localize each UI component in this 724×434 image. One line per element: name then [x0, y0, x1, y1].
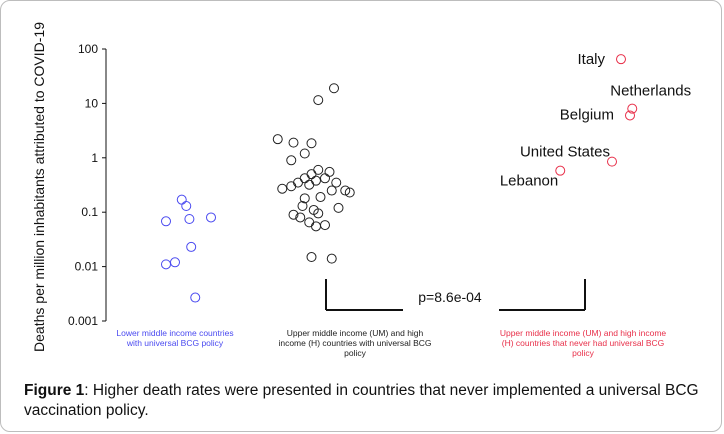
- data-point: [625, 110, 635, 121]
- data-point: [340, 185, 351, 196]
- data-point: [286, 181, 297, 192]
- data-point: [206, 212, 216, 223]
- y-tick-label: 10: [85, 96, 99, 110]
- data-point: [286, 155, 297, 166]
- data-point: [313, 208, 324, 219]
- point-labels: Italy Netherlands Belgium United States Leba…: [500, 51, 691, 189]
- data-point: [311, 175, 321, 186]
- y-tick-label: 0.01: [75, 260, 99, 274]
- data-point: [315, 192, 326, 203]
- group-labels: Lower middle income countries with univer…: [116, 328, 666, 358]
- significance-bracket: p=8.6e-04: [325, 279, 586, 311]
- data-point: [306, 169, 317, 180]
- data-point: [306, 138, 317, 149]
- data-point: [616, 54, 626, 65]
- y-tick-label: 100: [78, 42, 98, 56]
- group-label-line: policy: [344, 348, 366, 358]
- data-point: [320, 173, 330, 184]
- y-axis-label: Deaths per million inhabitants attribute…: [31, 22, 47, 352]
- data-point: [607, 156, 617, 167]
- y-axis: 100 10 1 0.1 0.01 0.001: [68, 42, 107, 328]
- data-point: [299, 148, 310, 159]
- data-point: [293, 177, 303, 188]
- data-point: [277, 183, 288, 194]
- data-point: [161, 216, 171, 227]
- data-point: [331, 177, 342, 188]
- group-label-line: policy: [572, 348, 594, 358]
- group-label-line: income (H) countries with universal BCG: [278, 338, 431, 348]
- data-point: [326, 253, 337, 264]
- data-point: [190, 292, 201, 303]
- data-point: [304, 217, 315, 228]
- data-point: [627, 103, 638, 114]
- data-point: [181, 201, 192, 212]
- p-value-label: p=8.6e-04: [418, 289, 482, 305]
- data-point: [313, 95, 324, 106]
- point-label-lebanon: Lebanon: [500, 173, 558, 190]
- group-label-line: Upper middle income (UM) and high income: [500, 328, 667, 338]
- data-point: [304, 179, 315, 190]
- data-point: [299, 193, 310, 204]
- data-point: [329, 83, 339, 94]
- data-point: [306, 252, 317, 263]
- point-label-italy: Italy: [577, 51, 605, 68]
- data-point: [299, 173, 310, 184]
- data-point: [320, 220, 330, 231]
- point-label-united-states: United States: [520, 144, 610, 161]
- data-points: [161, 54, 638, 303]
- data-point: [170, 257, 180, 268]
- group-label-line: with universal BCG policy: [126, 338, 224, 348]
- group-label: Lower middle income countries with univer…: [116, 328, 233, 348]
- figure-caption: Figure 1: Higher death rates were presen…: [24, 381, 714, 421]
- data-point: [326, 185, 337, 196]
- point-label-netherlands: Netherlands: [610, 83, 691, 100]
- data-point: [297, 201, 308, 212]
- data-point: [186, 241, 197, 252]
- data-point: [344, 187, 355, 198]
- group-label: Upper middle income (UM) and high income…: [500, 328, 667, 358]
- caption-prefix: Figure 1: [24, 382, 85, 399]
- data-point: [272, 134, 283, 145]
- data-point: [161, 259, 171, 270]
- data-point: [555, 165, 566, 176]
- y-tick-label: 0.1: [81, 205, 98, 219]
- data-point: [184, 213, 195, 224]
- y-tick-label: 1: [91, 151, 98, 165]
- scatter-chart: 100 10 1 0.1 0.01 0.001 Italy Netherlands Belgi…: [31, 22, 691, 358]
- data-point: [295, 212, 306, 223]
- data-point: [311, 221, 321, 232]
- group-label: Upper middle income (UM) and high income …: [278, 328, 431, 358]
- point-label-belgium: Belgium: [560, 106, 614, 123]
- caption-text: : Higher death rates were presented in c…: [24, 382, 699, 419]
- data-point: [288, 137, 299, 148]
- group-label-line: (H) countries that never had universal B…: [502, 338, 665, 348]
- data-point: [176, 194, 187, 205]
- data-point: [313, 164, 324, 175]
- data-point: [333, 202, 344, 213]
- y-tick-label: 0.001: [68, 314, 98, 328]
- data-point: [288, 209, 299, 220]
- group-label-line: Lower middle income countries: [116, 328, 233, 338]
- data-point: [324, 166, 335, 177]
- group-label-line: Upper middle income (UM) and high: [287, 328, 424, 338]
